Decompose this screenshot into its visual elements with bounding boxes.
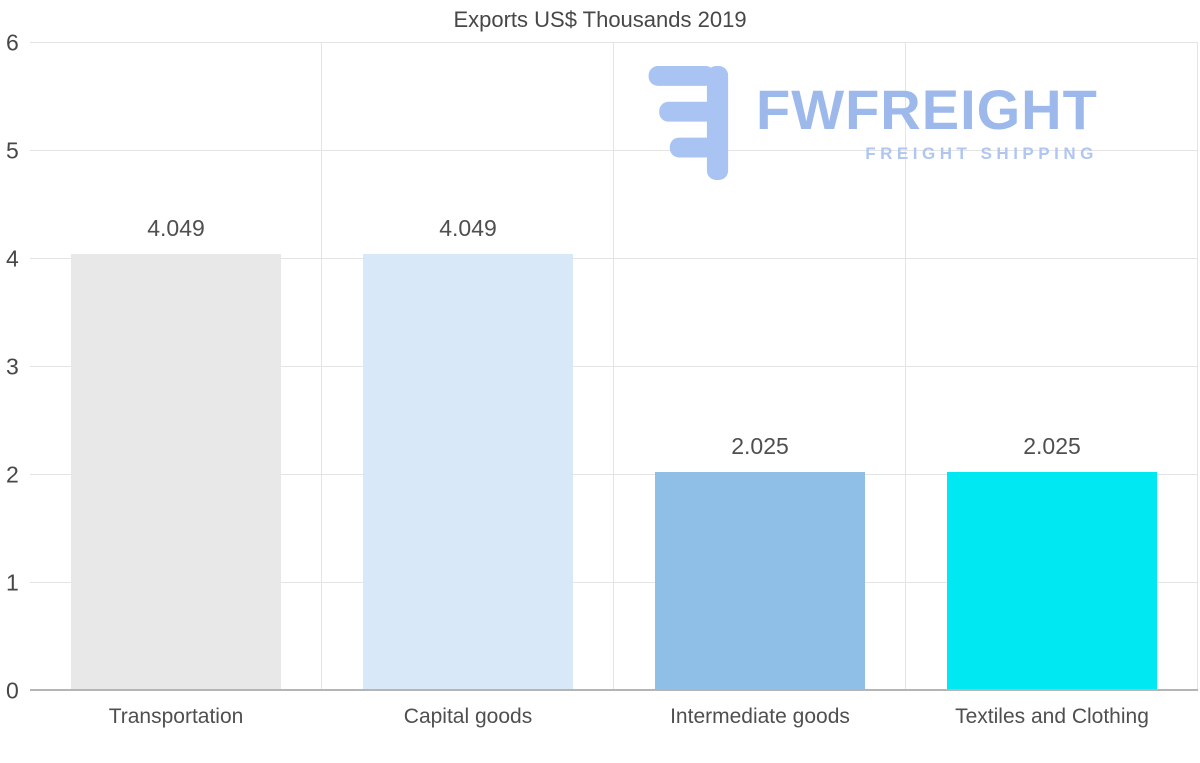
bar-textiles-and-clothing	[946, 472, 1158, 691]
x-axis-line	[30, 689, 1198, 691]
y-tick-label: 0	[6, 677, 19, 704]
v-gridline	[321, 43, 322, 691]
bar-value-label: 2.025	[1023, 433, 1081, 460]
x-category-label-intermediate-goods: Intermediate goods	[670, 705, 850, 728]
y-axis: 0 1 2 3 4 5 6	[0, 31, 28, 702]
y-tick-label: 5	[6, 137, 19, 164]
y-tick-label: 2	[6, 461, 19, 488]
chart-title: Exports US$ Thousands 2019	[453, 7, 747, 32]
plot-area: 4.049 4.049 2.025 2.025	[30, 42, 1198, 691]
h-gridline	[30, 42, 1198, 43]
y-tick-label: 3	[6, 353, 19, 380]
h-gridline	[30, 474, 1198, 475]
bar-column-transportation: 4.049	[30, 43, 322, 691]
bar-column-textiles-and-clothing: 2.025	[906, 43, 1198, 691]
watermark-tagline: FREIGHT SHIPPING	[865, 144, 1098, 163]
bar-value-label: 4.049	[147, 214, 205, 241]
bar-capital-goods	[362, 253, 574, 691]
watermark-text-block: FWFREIGHT FREIGHT SHIPPING	[756, 82, 1098, 164]
y-tick-label: 4	[6, 245, 19, 272]
h-gridline	[30, 366, 1198, 367]
y-tick-label: 6	[6, 29, 19, 56]
fwfreight-logo-icon	[648, 66, 734, 180]
bar-value-label: 4.049	[439, 214, 497, 241]
h-gridline	[30, 582, 1198, 583]
v-gridline	[905, 43, 906, 691]
x-axis-labels: Transportation Capital goods Intermediate …	[30, 705, 1198, 729]
bar-column-intermediate-goods: 2.025	[614, 43, 906, 691]
watermark-brand-text: FWFREIGHT	[756, 78, 1098, 141]
bar-value-label: 2.025	[731, 433, 789, 460]
watermark-logo: FWFREIGHT FREIGHT SHIPPING	[648, 66, 1098, 180]
y-tick-label: 1	[6, 569, 19, 596]
h-gridline	[30, 258, 1198, 259]
v-gridline	[613, 43, 614, 691]
bar-column-capital-goods: 4.049	[322, 43, 614, 691]
bar-intermediate-goods	[654, 472, 866, 691]
x-category-label-textiles-and-clothing: Textiles and Clothing	[955, 705, 1149, 728]
v-gridline	[1197, 43, 1198, 691]
x-category-label-transportation: Transportation	[108, 705, 244, 728]
h-gridline	[30, 150, 1198, 151]
x-category-label-capital-goods: Capital goods	[403, 705, 533, 728]
bar-transportation	[70, 253, 282, 691]
